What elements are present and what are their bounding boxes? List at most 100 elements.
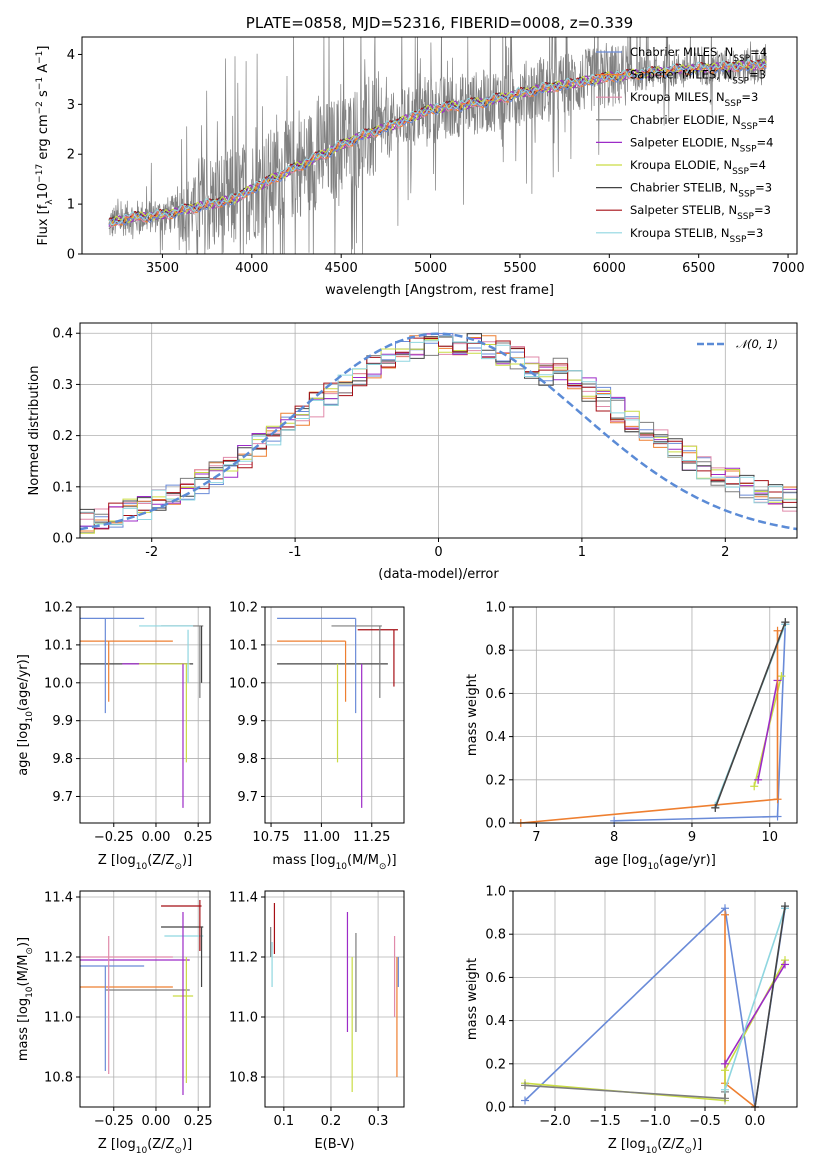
x-tick-label: 0.3 [368, 1114, 389, 1129]
y-tick-label: 4 [67, 48, 75, 63]
x-axis-label: Z [log10(Z/Z⊙)] [98, 853, 192, 872]
weight-marker [773, 812, 782, 821]
y-tick-label: 1 [67, 198, 75, 213]
x-tick-label: 10.75 [252, 830, 289, 845]
x-tick-label: 0.0 [745, 1114, 766, 1129]
legend-entry: Chabrier ELODIE, NSSP=4 [630, 113, 775, 132]
y-tick-label: 3 [67, 98, 75, 113]
x-tick-label: 5500 [503, 261, 536, 276]
y-tick-label: 0.3 [52, 378, 73, 393]
y-tick-label: 0.2 [52, 429, 73, 444]
y-tick-label: 9.7 [52, 790, 73, 805]
y-tick-label: 10.0 [229, 676, 258, 691]
weight-marker [721, 1085, 729, 1094]
y-tick-label: 0.4 [52, 327, 73, 342]
y-axis-label: mass weight [465, 958, 480, 1040]
x-tick-label: 0.1 [274, 1114, 295, 1129]
y-axis-label: Flux [fλ10−17 erg cm−2 s−1 A−1] [35, 46, 55, 246]
x-tick-label: 7 [532, 830, 540, 845]
residuals-panel: -2 -1 0 1 2 0.0 0.1 0.2 0.3 0.4 𝒩(0, 1) (data-model… [27, 322, 798, 582]
x-tick-label: 6000 [593, 261, 626, 276]
x-tick-label: 11.00 [303, 830, 340, 845]
y-tick-label: 2 [67, 148, 75, 163]
x-axis-label: age [log10(age/yr)] [594, 853, 716, 872]
mass-vs-Z-panel: −0.25 0.00 0.25 10.8 11.0 11.2 11.4 Z [log10(Z/… [16, 890, 213, 1156]
y-tick-label: 0.2 [485, 1057, 506, 1072]
y-tick-label: 10.1 [44, 638, 73, 653]
y-tick-label: 0.6 [485, 687, 506, 702]
axes-frame [512, 606, 798, 824]
y-tick-label: 1.0 [485, 601, 506, 616]
y-axis-label: mass [log10(M/M⊙)] [16, 937, 35, 1061]
y-tick-label: 9.9 [52, 714, 73, 729]
weight-marker [521, 1081, 529, 1090]
legend-entry: Kroupa ELODIE, NSSP=4 [630, 158, 766, 177]
weight-marker [773, 626, 782, 635]
mass-vs-ebv-panel: 0.1 0.2 0.3 10.8 11.0 11.2 11.4 E(B-V) [229, 890, 405, 1152]
x-tick-label: −0.5 [689, 1114, 721, 1129]
x-tick-label: 0.2 [321, 1114, 342, 1129]
weight-marker [781, 902, 789, 911]
x-axis-label: (data-model)/error [378, 567, 499, 582]
x-tick-label: -1 [289, 545, 302, 560]
y-tick-label: 10.2 [44, 601, 73, 616]
x-tick-label: −2.0 [539, 1114, 571, 1129]
y-tick-label: 9.7 [237, 790, 258, 805]
y-tick-label: 0.6 [485, 971, 506, 986]
x-tick-label: 0.25 [184, 1114, 213, 1129]
x-tick-label: 3500 [146, 261, 179, 276]
chart-title: PLATE=0858, MJD=52316, FIBERID=0008, z=0… [246, 14, 633, 32]
y-tick-label: 0.8 [485, 928, 506, 943]
model-line-8 [108, 59, 767, 226]
x-tick-label: 7000 [772, 261, 805, 276]
x-tick-label: 0.25 [184, 830, 213, 845]
weight-marker [781, 960, 789, 969]
axes-frame [79, 890, 211, 1108]
y-axis-label: age [log10(age/yr)] [16, 654, 35, 776]
legend-entry: 𝒩(0, 1) [736, 337, 778, 351]
x-tick-label: 4500 [325, 261, 358, 276]
y-tick-label: 10.8 [44, 1071, 73, 1086]
legend-entry: Kroupa STELIB, NSSP=3 [630, 226, 763, 245]
axes-frame [79, 322, 798, 539]
axes-frame [512, 890, 798, 1108]
y-tick-label: 9.8 [52, 752, 73, 767]
weight-line-5 [724, 908, 786, 1090]
weight-line-4 [757, 680, 779, 780]
x-tick-label: −1.5 [589, 1114, 621, 1129]
legend-entry: Salpeter STELIB, NSSP=3 [630, 203, 771, 222]
weight-marker [721, 1059, 729, 1068]
y-tick-label: 11.2 [229, 951, 258, 966]
y-tick-label: 0 [67, 248, 75, 263]
y-tick-label: 0.8 [485, 644, 506, 659]
legend-entry: Salpeter ELODIE, NSSP=4 [630, 135, 773, 154]
y-axis-label: Normed distribution [27, 366, 42, 496]
histogram-8 [80, 335, 797, 526]
weight-line-0 [614, 624, 787, 822]
weight-marker [754, 775, 763, 784]
x-tick-label: 10 [761, 830, 778, 845]
normal-curve [80, 332, 797, 531]
weight-line-6 [754, 905, 786, 1107]
x-tick-label: −0.25 [94, 830, 134, 845]
y-tick-label: 10.8 [229, 1071, 258, 1086]
y-tick-label: 11.4 [44, 891, 73, 906]
y-tick-label: 10.0 [44, 676, 73, 691]
legend-entry: Kroupa MILES, NSSP=3 [630, 90, 758, 109]
weight-marker [781, 618, 790, 627]
x-tick-label: 8 [610, 830, 618, 845]
model-line-5 [108, 58, 767, 225]
y-tick-label: 11.0 [44, 1011, 73, 1026]
x-axis-label: E(B-V) [314, 1137, 354, 1152]
age-vs-mass-panel: 10.75 11.00 11.25 9.7 9.8 9.9 10.0 10.1 10.2 mass… [229, 601, 405, 872]
massweight-vs-age-panel: 7 8 9 10 0.0 0.2 0.4 0.6 0.8 1.0 age [log10(age/yr… [465, 601, 798, 872]
x-axis-label: Z [log10(Z/Z⊙)] [608, 1137, 702, 1156]
weight-marker [721, 910, 729, 919]
x-tick-label: 1 [578, 545, 586, 560]
y-tick-label: 0.0 [485, 817, 506, 832]
x-tick-label: 0.00 [141, 830, 170, 845]
x-tick-label: 9 [688, 830, 696, 845]
x-tick-label: 0.00 [141, 1114, 170, 1129]
weight-line-5 [520, 630, 779, 823]
x-tick-label: 2 [721, 545, 729, 560]
